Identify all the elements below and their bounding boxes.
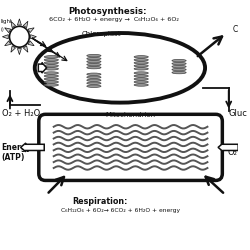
Ellipse shape <box>87 73 101 76</box>
Polygon shape <box>30 35 36 39</box>
Polygon shape <box>28 28 34 33</box>
Text: C₆H₁₂O₆ + 6O₂→ 6CO₂ + 6H₂O + energy: C₆H₁₂O₆ + 6O₂→ 6CO₂ + 6H₂O + energy <box>61 208 180 213</box>
Ellipse shape <box>134 78 148 80</box>
Ellipse shape <box>44 75 59 77</box>
Text: Respiration:: Respiration: <box>72 197 128 206</box>
Polygon shape <box>11 21 16 28</box>
Text: Mitochondrion: Mitochondrion <box>106 112 156 118</box>
Polygon shape <box>23 46 28 52</box>
Ellipse shape <box>44 68 59 70</box>
Text: Gluc: Gluc <box>229 109 248 118</box>
Text: C: C <box>232 25 237 34</box>
Ellipse shape <box>44 81 59 83</box>
Text: O₂: O₂ <box>228 148 237 157</box>
Polygon shape <box>2 35 8 39</box>
Ellipse shape <box>172 65 186 68</box>
Polygon shape <box>11 46 16 52</box>
Ellipse shape <box>134 81 148 83</box>
Polygon shape <box>23 21 28 28</box>
Circle shape <box>10 26 29 47</box>
Text: Chloroplast: Chloroplast <box>81 31 121 37</box>
Ellipse shape <box>44 84 59 86</box>
Ellipse shape <box>134 56 148 58</box>
Ellipse shape <box>172 71 186 74</box>
FancyArrow shape <box>218 143 238 152</box>
Polygon shape <box>18 19 21 25</box>
Ellipse shape <box>44 72 59 74</box>
Text: 6CO₂ + 6H₂O + energy →  C₆H₁₂O₆ + 6O₂: 6CO₂ + 6H₂O + energy → C₆H₁₂O₆ + 6O₂ <box>49 17 179 22</box>
Text: Photosynthesis:: Photosynthesis: <box>68 7 146 16</box>
Ellipse shape <box>87 82 101 84</box>
Polygon shape <box>18 48 21 55</box>
Ellipse shape <box>87 58 101 60</box>
FancyArrow shape <box>38 62 46 73</box>
Ellipse shape <box>134 84 148 86</box>
Ellipse shape <box>44 58 59 61</box>
Ellipse shape <box>44 56 59 58</box>
Ellipse shape <box>134 62 148 64</box>
Ellipse shape <box>134 72 148 74</box>
Text: O₂ + H₂O: O₂ + H₂O <box>2 109 40 118</box>
Ellipse shape <box>44 62 59 64</box>
FancyArrow shape <box>20 143 44 152</box>
Ellipse shape <box>87 76 101 78</box>
FancyBboxPatch shape <box>39 114 222 180</box>
Ellipse shape <box>87 85 101 87</box>
Ellipse shape <box>87 63 101 66</box>
Ellipse shape <box>44 78 59 80</box>
Polygon shape <box>5 28 11 33</box>
Ellipse shape <box>44 64 59 67</box>
Ellipse shape <box>134 64 148 67</box>
Ellipse shape <box>87 79 101 82</box>
Ellipse shape <box>87 60 101 63</box>
Text: light: light <box>0 19 12 24</box>
Ellipse shape <box>134 58 148 61</box>
Ellipse shape <box>87 54 101 57</box>
Polygon shape <box>5 41 11 46</box>
Ellipse shape <box>35 33 205 102</box>
Ellipse shape <box>134 75 148 77</box>
Text: Energy
(ATP): Energy (ATP) <box>2 143 32 162</box>
Ellipse shape <box>172 62 186 65</box>
Ellipse shape <box>87 66 101 69</box>
Ellipse shape <box>172 59 186 62</box>
Polygon shape <box>28 41 34 46</box>
Ellipse shape <box>134 68 148 70</box>
Ellipse shape <box>172 68 186 71</box>
Text: (): () <box>0 27 4 32</box>
